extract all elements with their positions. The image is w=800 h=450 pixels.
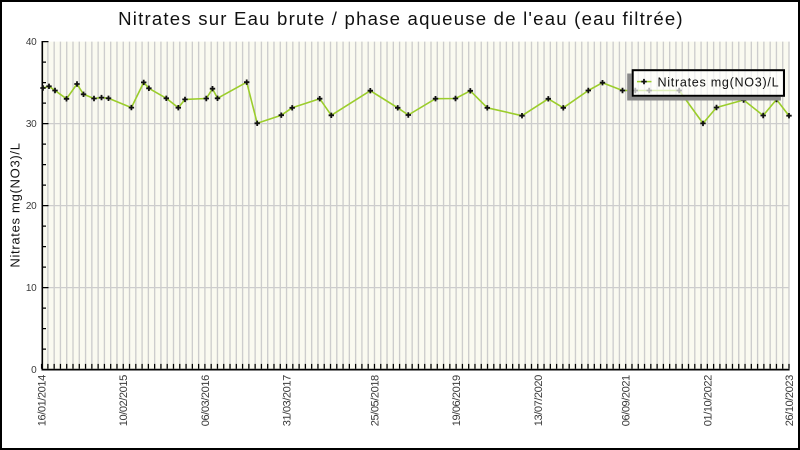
svg-text:Nitrates mg(NO3)/L: Nitrates mg(NO3)/L	[658, 75, 780, 89]
svg-text:30: 30	[26, 119, 37, 130]
svg-text:06/09/2021: 06/09/2021	[621, 375, 633, 426]
svg-text:25/05/2018: 25/05/2018	[369, 375, 381, 426]
svg-text:31/03/2017: 31/03/2017	[282, 375, 294, 426]
svg-text:01/10/2022: 01/10/2022	[702, 375, 714, 426]
svg-text:20: 20	[26, 201, 37, 212]
svg-text:10/02/2015: 10/02/2015	[118, 375, 130, 426]
svg-text:26/10/2023: 26/10/2023	[784, 375, 796, 426]
svg-text:16/01/2014: 16/01/2014	[37, 375, 49, 426]
svg-text:06/03/2016: 06/03/2016	[200, 375, 212, 426]
svg-text:10: 10	[26, 283, 37, 294]
svg-text:19/06/2019: 19/06/2019	[451, 375, 463, 426]
svg-text:Nitrates sur Eau brute / phase: Nitrates sur Eau brute / phase aqueuse d…	[118, 8, 684, 29]
svg-text:13/07/2020: 13/07/2020	[533, 375, 545, 426]
svg-text:Nitrates mg(NO3)/L: Nitrates mg(NO3)/L	[7, 142, 22, 267]
svg-text:0: 0	[31, 365, 37, 376]
svg-text:40: 40	[26, 37, 37, 48]
